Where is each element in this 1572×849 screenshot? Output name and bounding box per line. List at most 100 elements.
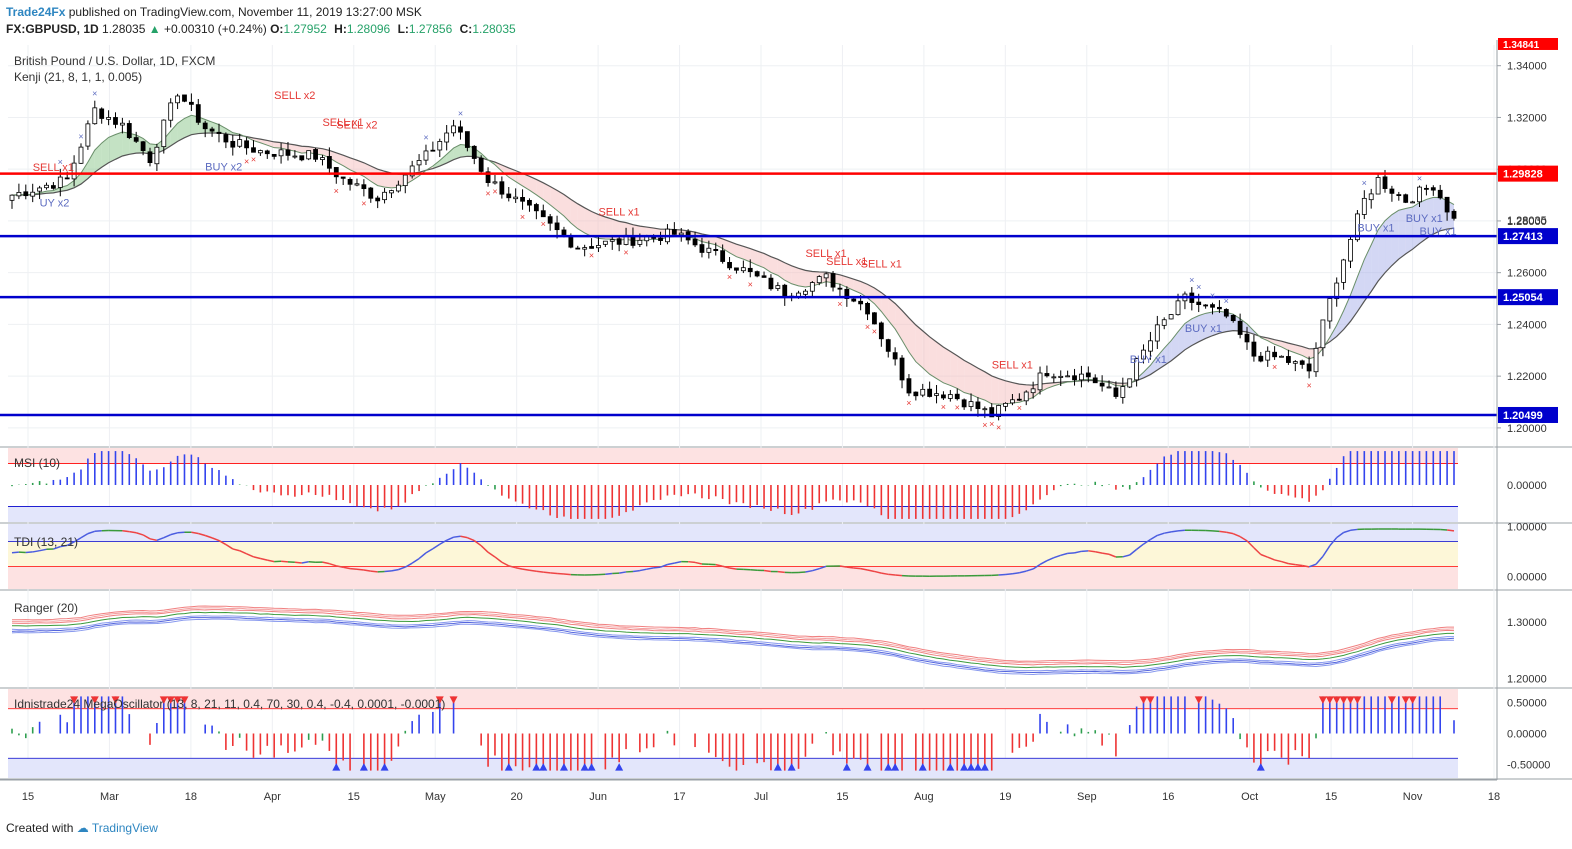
tdi-line-segment xyxy=(529,569,537,572)
kenji-cloud-segment xyxy=(1247,323,1254,335)
level-price-badge xyxy=(1498,289,1558,306)
candle-body xyxy=(471,145,477,159)
kenji-cloud-segment xyxy=(356,160,364,177)
tdi-line-segment xyxy=(363,569,371,572)
candle-body xyxy=(257,150,263,154)
candle-body xyxy=(533,204,539,212)
kenji-cloud-segment xyxy=(964,360,972,395)
candle-body xyxy=(941,394,946,399)
low-label: L: xyxy=(397,22,409,36)
level-price-label: 1.20499 xyxy=(1503,410,1543,422)
tdi-line-segment xyxy=(1267,556,1275,561)
candle-body xyxy=(989,407,995,418)
kenji-cloud-segment xyxy=(225,128,233,136)
candle-body xyxy=(1444,196,1450,213)
tdi-line-segment xyxy=(60,544,68,548)
kenji-cloud-segment xyxy=(929,336,937,379)
msi-pane[interactable] xyxy=(11,451,1455,519)
kenji-cloud-segment xyxy=(902,310,909,352)
candle-body xyxy=(375,197,381,202)
tdi-pane[interactable] xyxy=(11,528,1455,577)
candle-body xyxy=(1106,386,1112,389)
kenji-cloud-segment xyxy=(267,140,275,148)
open-label: O: xyxy=(270,22,284,36)
kenji-cloud-segment xyxy=(1274,339,1282,347)
candle-body xyxy=(464,131,470,148)
candle-body xyxy=(1306,363,1312,372)
sell-triangle-icon xyxy=(1332,696,1341,704)
mega-oscillator-pane[interactable] xyxy=(11,696,1455,771)
kenji-cloud-segment xyxy=(329,150,337,163)
tdi-line-segment xyxy=(260,557,268,561)
tdi-line-segment xyxy=(1350,528,1358,532)
sell-annotation: SELL x2 xyxy=(274,90,315,102)
ranger-pane[interactable] xyxy=(11,605,1455,675)
candle-body xyxy=(1079,373,1084,381)
x-tick-label: 17 xyxy=(673,791,685,803)
price-pane[interactable]: ×××× ×××××× ×××× ××××× ×× × ×× × ××××××××× ×SELL … xyxy=(0,89,1497,433)
tdi-line-segment xyxy=(1039,560,1048,566)
candle-body xyxy=(596,245,601,249)
tdi-line-segment xyxy=(1032,563,1041,570)
tradingview-logo-icon[interactable]: ☁ xyxy=(76,821,89,835)
candle-body xyxy=(1154,324,1160,342)
candle-body xyxy=(458,126,463,133)
kenji-cloud-segment xyxy=(860,281,868,298)
candle-body xyxy=(1417,186,1422,203)
candle-body xyxy=(140,141,146,151)
buy-signal-icon: × xyxy=(1362,178,1367,188)
kenji-cloud-segment xyxy=(1336,310,1344,337)
tdi-line-segment xyxy=(149,538,158,542)
level-price-label: 1.27413 xyxy=(1503,231,1543,243)
candle-body xyxy=(1361,197,1367,215)
candle-body xyxy=(92,107,98,125)
kenji-cloud-segment xyxy=(1046,382,1054,389)
tdi-line-segment xyxy=(301,561,309,564)
candle-body xyxy=(154,146,160,165)
tdi-line-segment xyxy=(253,556,261,560)
candle-body xyxy=(658,237,663,241)
sell-annotation: SELL x2 xyxy=(336,120,377,132)
x-tick-label: 16 xyxy=(1162,791,1174,803)
candle-body xyxy=(1410,201,1416,204)
sell-signal-icon: × xyxy=(492,187,497,197)
candle-body xyxy=(720,250,726,262)
candle-body xyxy=(1120,386,1126,398)
kenji-cloud-segment xyxy=(87,150,95,179)
candle-body xyxy=(1085,372,1091,378)
sell-triangle-icon xyxy=(1146,696,1155,704)
kenji-cloud-segment xyxy=(577,203,585,233)
tdi-line-segment xyxy=(1026,568,1034,572)
sell-signal-icon: × xyxy=(872,326,877,336)
candle-body xyxy=(1424,187,1429,190)
chart-area[interactable]: ×××× ×××××× ×××× ××××× ×× × ×× × ××××××××× ×SELL … xyxy=(0,38,1572,818)
tdi-line-segment xyxy=(218,539,227,546)
candle-body xyxy=(782,284,788,298)
publisher-name[interactable]: Trade24Fx xyxy=(6,5,66,19)
tdi-line-segment xyxy=(715,563,723,567)
tradingview-brand[interactable]: TradingView xyxy=(91,821,158,835)
kenji-cloud-segment xyxy=(1219,311,1227,334)
x-tick-label: 15 xyxy=(348,791,360,803)
tdi-line-segment xyxy=(998,573,1006,576)
kenji-cloud-segment xyxy=(1288,343,1296,353)
kenji-cloud-segment xyxy=(529,176,537,195)
kenji-cloud-segment xyxy=(294,144,302,154)
tdi-line-segment xyxy=(522,568,530,571)
candle-body xyxy=(851,298,857,302)
candle-body xyxy=(754,271,760,277)
candle-body xyxy=(602,240,608,245)
tdi-line-segment xyxy=(1164,531,1172,534)
candle-body xyxy=(223,134,229,143)
sell-signal-icon: × xyxy=(748,279,753,289)
tdi-line-segment xyxy=(432,543,441,550)
candle-body xyxy=(409,165,415,177)
candle-body xyxy=(899,357,905,381)
kenji-cloud-segment xyxy=(1005,380,1013,405)
tdi-line-segment xyxy=(453,535,461,538)
sell-triangle-icon xyxy=(1339,696,1348,704)
candle-body xyxy=(44,184,49,189)
tdi-line-segment xyxy=(1219,530,1227,533)
kenji-cloud-segment xyxy=(1419,199,1427,244)
sell-signal-icon: × xyxy=(623,247,628,257)
